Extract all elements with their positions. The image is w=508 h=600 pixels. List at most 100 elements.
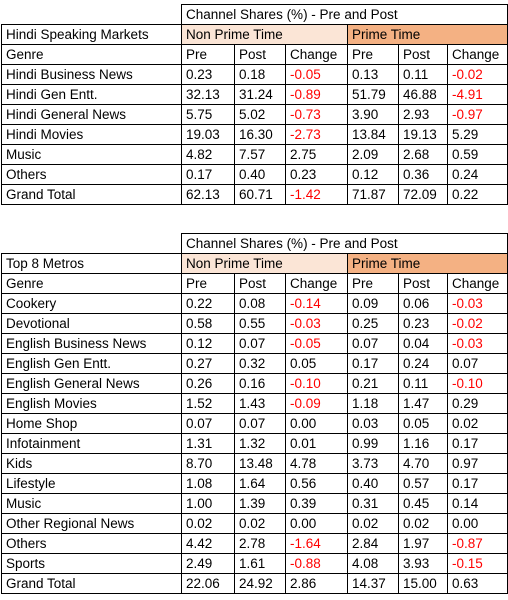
hindi-markets-table: Channel Shares (%) - Pre and Post Hindi … (1, 4, 508, 205)
value-cell: 0.63 (446, 573, 508, 594)
genre-cell: Infotainment (1, 433, 182, 454)
genre-cell: Grand Total (1, 573, 182, 594)
value-cell: -0.05 (285, 64, 348, 85)
value-cell: 0.07 (446, 353, 508, 374)
value-cell: -0.89 (285, 84, 348, 105)
value-cell: 0.06 (398, 293, 448, 314)
value-cell: -0.02 (446, 64, 508, 85)
value-cell: 0.40 (234, 164, 286, 185)
value-cell: 4.70 (398, 453, 448, 474)
value-cell: -0.10 (285, 373, 348, 394)
value-cell: 5.75 (181, 104, 235, 125)
genre-cell: Music (1, 493, 182, 514)
value-cell: -0.03 (446, 333, 508, 354)
value-cell: 24.92 (234, 573, 286, 594)
prime-time-header: Prime Time (346, 24, 508, 45)
value-cell: 3.90 (347, 104, 399, 125)
value-cell: 0.22 (181, 293, 235, 314)
value-cell: 4.08 (347, 553, 399, 574)
table-row: Kids 8.70 13.48 4.78 3.73 4.70 0.97 (1, 453, 508, 474)
value-cell: 0.58 (181, 313, 235, 334)
value-cell: 51.79 (347, 84, 399, 105)
value-cell: 0.22 (446, 184, 508, 205)
value-cell: -0.87 (446, 533, 508, 554)
value-cell: 5.02 (234, 104, 286, 125)
value-cell: 1.39 (234, 493, 286, 514)
table-row: English Movies 1.52 1.43 -0.09 1.18 1.47 0.29 (1, 393, 508, 414)
table-row: Hindi Movies 19.03 16.30 -2.73 13.84 19.13 5.2… (1, 124, 508, 145)
column-header-row: Genre Pre Post Change Pre Post Change (1, 273, 508, 294)
value-cell: 0.14 (446, 493, 508, 514)
value-cell: 0.31 (347, 493, 399, 514)
value-cell: 32.13 (181, 84, 235, 105)
value-cell: 0.02 (398, 513, 448, 534)
title-row: Channel Shares (%) - Pre and Post (2, 4, 508, 25)
value-cell: -0.10 (446, 373, 508, 394)
value-cell: 0.17 (446, 473, 508, 494)
genre-cell: Hindi Movies (1, 124, 182, 145)
value-cell: 2.49 (181, 553, 235, 574)
value-cell: 0.07 (234, 413, 286, 434)
value-cell: -0.88 (285, 553, 348, 574)
value-cell: 72.09 (398, 184, 448, 205)
table-title: Channel Shares (%) - Pre and Post (180, 233, 508, 254)
value-cell: 0.05 (285, 353, 348, 374)
value-cell: 13.48 (234, 453, 286, 474)
genre-cell: Hindi Gen Entt. (1, 84, 182, 105)
grand-total-row: Grand Total 22.06 24.92 2.86 14.37 15.00 0.63 (1, 573, 508, 594)
column-header: Pre (181, 273, 235, 294)
value-cell: 0.04 (398, 333, 448, 354)
column-header: Pre (347, 273, 399, 294)
value-cell: 0.59 (446, 144, 508, 165)
value-cell: 14.37 (347, 573, 399, 594)
genre-cell: Home Shop (1, 413, 182, 434)
value-cell: 0.27 (181, 353, 235, 374)
table-row: Sports 2.49 1.61 -0.88 4.08 3.93 -0.15 (1, 553, 508, 574)
value-cell: 19.13 (398, 124, 448, 145)
value-cell: 0.99 (347, 433, 399, 454)
table-row: Music 4.82 7.57 2.75 2.09 2.68 0.59 (1, 144, 508, 165)
column-header: Pre (181, 44, 235, 65)
value-cell: 0.56 (285, 473, 348, 494)
table-row: Home Shop 0.07 0.07 0.00 0.03 0.05 0.02 (1, 413, 508, 434)
value-cell: 2.78 (234, 533, 286, 554)
column-header: Post (234, 273, 286, 294)
period-header-row: Hindi Speaking Markets Non Prime Time Pr… (1, 24, 508, 45)
value-cell: 0.07 (181, 413, 235, 434)
value-cell: 1.32 (234, 433, 286, 454)
column-header: Post (398, 44, 448, 65)
value-cell: 4.42 (181, 533, 235, 554)
column-header: Change (285, 273, 348, 294)
table-row: English General News 0.26 0.16 -0.10 0.21 0.1… (1, 373, 508, 394)
value-cell: 0.26 (181, 373, 235, 394)
value-cell: 0.13 (347, 64, 399, 85)
value-cell: 1.61 (234, 553, 286, 574)
period-header-row: Top 8 Metros Non Prime Time Prime Time (1, 253, 508, 274)
table-row: Infotainment 1.31 1.32 0.01 0.99 1.16 0.17 (1, 433, 508, 454)
value-cell: 0.36 (398, 164, 448, 185)
value-cell: 0.57 (398, 473, 448, 494)
value-cell: 0.21 (347, 373, 399, 394)
value-cell: 0.01 (285, 433, 348, 454)
value-cell: -0.02 (446, 313, 508, 334)
table-row: Devotional 0.58 0.55 -0.03 0.25 0.23 -0.02 (1, 313, 508, 334)
value-cell: 0.32 (234, 353, 286, 374)
value-cell: 1.47 (398, 393, 448, 414)
table-row: Hindi Gen Entt. 32.13 31.24 -0.89 51.79 46.88… (1, 84, 508, 105)
value-cell: 60.71 (234, 184, 286, 205)
value-cell: -0.05 (285, 333, 348, 354)
genre-cell: Music (1, 144, 182, 165)
value-cell: 0.17 (181, 164, 235, 185)
value-cell: 1.16 (398, 433, 448, 454)
value-cell: 8.70 (181, 453, 235, 474)
non-prime-time-header: Non Prime Time (181, 24, 348, 45)
value-cell: -0.15 (446, 553, 508, 574)
value-cell: 4.82 (181, 144, 235, 165)
value-cell: -0.73 (285, 104, 348, 125)
column-header: Pre (347, 44, 399, 65)
value-cell: 0.00 (285, 513, 348, 534)
value-cell: 3.93 (398, 553, 448, 574)
value-cell: 1.18 (347, 393, 399, 414)
value-cell: 0.08 (234, 293, 286, 314)
grand-total-row: Grand Total 62.13 60.71 -1.42 71.87 72.09 0.22 (1, 184, 508, 205)
